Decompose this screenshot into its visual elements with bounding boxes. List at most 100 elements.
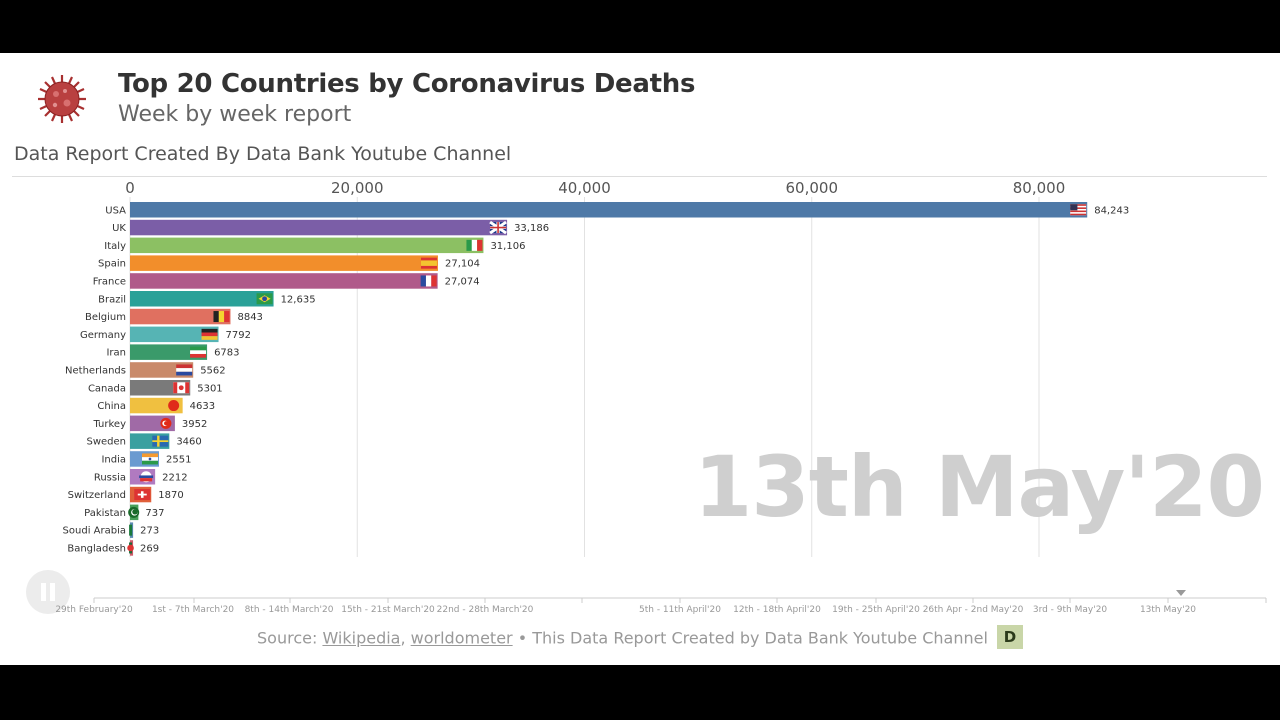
category-label: Russia <box>94 472 126 483</box>
coronavirus-icon <box>38 75 86 123</box>
category-label: France <box>93 276 126 287</box>
timeline-label[interactable]: 12th - 18th April'20 <box>733 605 821 615</box>
credit-line: Data Report Created By Data Bank Youtube… <box>14 143 512 165</box>
category-label: Bangladesh <box>67 543 126 554</box>
bar <box>130 202 1088 218</box>
bar <box>130 291 274 307</box>
x-tick-label: 20,000 <box>331 179 384 197</box>
value-label: 7792 <box>226 330 251 341</box>
category-label: UK <box>112 223 126 234</box>
data-bank-logo[interactable]: D <box>996 625 1023 649</box>
value-label: 269 <box>140 543 159 554</box>
bar <box>130 344 208 360</box>
timeline-label[interactable]: 5th - 11th April'20 <box>639 605 721 615</box>
netherlands-flag-icon <box>176 364 193 376</box>
timeline-label[interactable]: 1st - 7th March'20 <box>152 605 234 615</box>
source-line: Source: Wikipedia, worldometer • This Da… <box>0 625 1280 651</box>
canada-flag-icon <box>173 382 190 394</box>
category-label: India <box>101 454 126 465</box>
x-tick-label: 40,000 <box>558 179 611 197</box>
category-label: Iran <box>106 348 126 359</box>
worldometer-link[interactable]: worldometer <box>410 628 513 648</box>
value-label: 33,186 <box>514 223 549 234</box>
switzerland-flag-icon <box>134 489 151 501</box>
category-label: Belgium <box>85 312 126 323</box>
current-date-label: 13th May'20 <box>693 438 1265 536</box>
brazil-flag-icon <box>256 293 273 305</box>
value-label: 3460 <box>176 437 201 448</box>
category-label: Netherlands <box>65 365 126 376</box>
x-tick-label: 80,000 <box>1013 179 1066 197</box>
value-label: 6783 <box>214 348 239 359</box>
category-label: China <box>97 401 126 412</box>
uk-flag-icon <box>489 220 507 235</box>
bar <box>130 255 438 271</box>
category-label: USA <box>105 205 126 216</box>
value-label: 1870 <box>158 490 183 501</box>
value-label: 27,104 <box>445 259 480 270</box>
pause-button[interactable] <box>26 570 70 614</box>
timeline-label[interactable]: 29th February'20 <box>55 605 133 615</box>
category-label: Pakistan <box>84 508 126 519</box>
category-label: Turkey <box>92 419 126 430</box>
timeline-label[interactable]: 22nd - 28th March'20 <box>437 605 534 615</box>
timeline-label[interactable]: 19th - 25th April'20 <box>832 605 920 615</box>
value-label: 4633 <box>190 401 215 412</box>
bar <box>130 273 438 289</box>
category-label: Italy <box>104 241 126 252</box>
bar <box>130 237 484 254</box>
pakistan-flag-icon <box>128 506 140 518</box>
iran-flag-icon <box>190 346 207 358</box>
bar <box>130 219 508 236</box>
india-flag-icon <box>141 453 158 465</box>
timeline-slider[interactable]: 29th February'20 1st - 7th March'20 8th - … <box>0 583 1280 619</box>
value-label: 8843 <box>237 312 262 323</box>
category-label: Switzerland <box>68 490 126 501</box>
timeline-label[interactable]: 13th May'20 <box>1140 605 1196 615</box>
value-label: 31,106 <box>490 241 525 252</box>
value-label: 737 <box>145 508 164 519</box>
china-flag-icon <box>168 400 180 412</box>
value-label: 5562 <box>200 365 225 376</box>
france-flag-icon <box>420 275 437 287</box>
spain-flag-icon <box>420 257 437 269</box>
value-label: 27,074 <box>445 276 480 287</box>
timeline-label[interactable]: 8th - 14th March'20 <box>245 605 334 615</box>
saudi-arabia-flag-icon <box>129 524 133 536</box>
category-label: Canada <box>88 383 126 394</box>
page-title: Top 20 Countries by Coronavirus Deaths <box>118 69 696 99</box>
value-label: 12,635 <box>281 294 316 305</box>
italy-flag-icon <box>466 239 483 251</box>
value-label: 5301 <box>197 383 222 394</box>
source-prefix: Source: <box>257 628 318 648</box>
sweden-flag-icon <box>152 435 169 447</box>
header-divider <box>12 176 1267 177</box>
russia-flag-icon <box>139 471 154 483</box>
value-label: 2551 <box>166 454 191 465</box>
germany-flag-icon <box>201 328 218 340</box>
timeline-handle-icon[interactable] <box>1176 590 1186 596</box>
source-suffix: • This Data Report Created by Data Bank … <box>517 628 988 648</box>
bar <box>130 326 219 343</box>
x-tick-label: 60,000 <box>786 179 839 197</box>
x-tick-label: 0 <box>125 179 135 197</box>
usa-flag-icon <box>1070 204 1087 216</box>
bar-chart: 0 20,000 40,000 60,000 80,000 USA 84,243 UK 33,1… <box>63 179 1129 557</box>
timeline-label[interactable]: 15th - 21st March'20 <box>341 605 435 615</box>
category-label: Brazil <box>98 294 126 305</box>
turkey-flag-icon <box>160 417 172 429</box>
timeline-label[interactable]: 26th Apr - 2nd May'20 <box>923 605 1024 615</box>
value-label: 2212 <box>162 472 187 483</box>
value-label: 273 <box>140 526 159 537</box>
value-label: 84,243 <box>1094 205 1129 216</box>
bangladesh-flag-icon <box>127 542 134 554</box>
value-label: 3952 <box>182 419 207 430</box>
report-stage: Top 20 Countries by Coronavirus Deaths W… <box>0 53 1280 665</box>
pause-icon <box>41 583 46 601</box>
source-separator: , <box>400 628 406 648</box>
timeline-label[interactable]: 3rd - 9th May'20 <box>1033 605 1108 615</box>
category-label: Sweden <box>86 437 126 448</box>
bar <box>130 308 231 325</box>
category-label: Spain <box>98 259 126 270</box>
wikipedia-link[interactable]: Wikipedia <box>322 628 401 648</box>
